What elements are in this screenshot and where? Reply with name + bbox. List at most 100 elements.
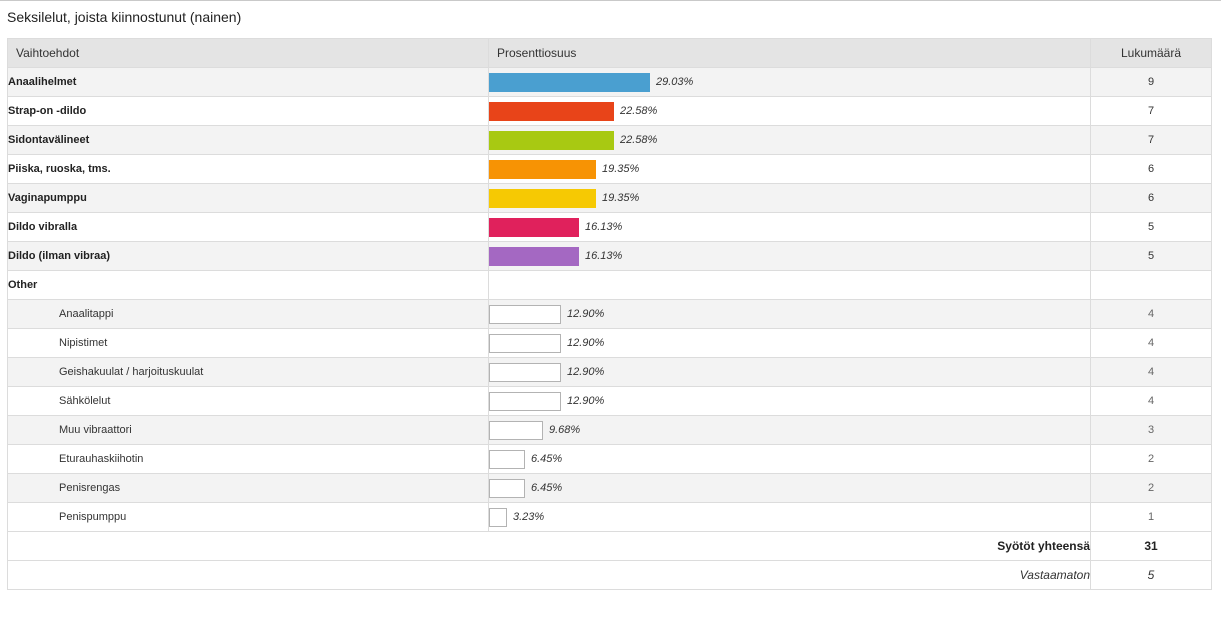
table-row: Dildo vibralla 16.13% 5 (7, 212, 1212, 242)
bar-wrap: 12.90% (489, 387, 1090, 415)
count-cell: 6 (1090, 154, 1212, 184)
chart-bar (489, 449, 525, 469)
count-cell: 4 (1090, 386, 1212, 416)
bar-wrap: 9.68% (489, 416, 1090, 444)
option-label: Anaalihelmet (7, 67, 489, 97)
option-label: Anaalitappi (7, 299, 489, 329)
chart-bar (489, 478, 525, 498)
percent-cell (488, 270, 1091, 300)
table-header-row: Vaihtoehdot Prosenttiosuus Lukumäärä (7, 38, 1212, 68)
header-options: Vaihtoehdot (7, 38, 489, 68)
unanswered-label: Vastaamaton (7, 560, 1091, 590)
table-row: Vaginapumppu 19.35% 6 (7, 183, 1212, 213)
option-label: Geishakuulat / harjoituskuulat (7, 357, 489, 387)
option-label: Strap-on -dildo (7, 96, 489, 126)
bar-value-label: 6.45% (531, 453, 563, 465)
percent-cell: 12.90% (488, 357, 1091, 387)
option-label: Dildo (ilman vibraa) (7, 241, 489, 271)
bar-wrap: 19.35% (489, 155, 1090, 183)
count-cell (1090, 270, 1212, 300)
unanswered-value: 5 (1090, 560, 1212, 590)
other-table-row: Nipistimet 12.90% 4 (7, 328, 1212, 358)
percent-cell: 16.13% (488, 241, 1091, 271)
table-row: Sidontavälineet 22.58% 7 (7, 125, 1212, 155)
total-label: Syötöt yhteensä (7, 531, 1091, 561)
unanswered-row: Vastaamaton 5 (7, 560, 1212, 590)
percent-cell: 6.45% (488, 473, 1091, 503)
chart-bar (489, 130, 614, 150)
other-table-row: Penisrengas 6.45% 2 (7, 473, 1212, 503)
option-label: Penisrengas (7, 473, 489, 503)
bar-wrap: 12.90% (489, 300, 1090, 328)
chart-bar (489, 420, 543, 440)
chart-bar (489, 304, 561, 324)
count-cell: 2 (1090, 444, 1212, 474)
bar-value-label: 12.90% (567, 337, 605, 349)
table-row: Dildo (ilman vibraa) 16.13% 5 (7, 241, 1212, 271)
count-cell: 3 (1090, 415, 1212, 445)
percent-cell: 12.90% (488, 299, 1091, 329)
bar-wrap: 22.58% (489, 97, 1090, 125)
count-cell: 5 (1090, 212, 1212, 242)
bar-value-label: 3.23% (513, 511, 545, 523)
option-label: Dildo vibralla (7, 212, 489, 242)
bar-wrap: 6.45% (489, 474, 1090, 502)
count-cell: 6 (1090, 183, 1212, 213)
count-cell: 7 (1090, 125, 1212, 155)
chart-bar (489, 159, 596, 179)
other-group-row: Other (7, 270, 1212, 300)
count-cell: 4 (1090, 328, 1212, 358)
bar-wrap: 29.03% (489, 68, 1090, 96)
percent-cell: 16.13% (488, 212, 1091, 242)
header-count: Lukumäärä (1090, 38, 1212, 68)
percent-cell: 12.90% (488, 328, 1091, 358)
other-table-row: Anaalitappi 12.90% 4 (7, 299, 1212, 329)
bar-value-label: 16.13% (585, 250, 623, 262)
option-label: Sidontavälineet (7, 125, 489, 155)
chart-bar (489, 507, 507, 527)
bar-value-label: 19.35% (602, 163, 640, 175)
count-cell: 2 (1090, 473, 1212, 503)
count-cell: 4 (1090, 299, 1212, 329)
chart-bar (489, 391, 561, 411)
bar-value-label: 22.58% (620, 105, 658, 117)
percent-cell: 12.90% (488, 386, 1091, 416)
option-label: Other (7, 270, 489, 300)
percent-cell: 19.35% (488, 183, 1091, 213)
table-row: Strap-on -dildo 22.58% 7 (7, 96, 1212, 126)
count-cell: 1 (1090, 502, 1212, 532)
chart-bar (489, 333, 561, 353)
percent-cell: 29.03% (488, 67, 1091, 97)
bar-value-label: 29.03% (656, 76, 694, 88)
option-label: Nipistimet (7, 328, 489, 358)
total-row: Syötöt yhteensä 31 (7, 531, 1212, 561)
results-table: Vaihtoehdot Prosenttiosuus Lukumäärä Ana… (7, 38, 1212, 590)
other-table-row: Sähkölelut 12.90% 4 (7, 386, 1212, 416)
option-label: Sähkölelut (7, 386, 489, 416)
bar-wrap: 22.58% (489, 126, 1090, 154)
count-cell: 9 (1090, 67, 1212, 97)
bar-wrap: 3.23% (489, 503, 1090, 531)
percent-cell: 9.68% (488, 415, 1091, 445)
chart-bar (489, 246, 579, 266)
chart-bar (489, 101, 614, 121)
table-row: Piiska, ruoska, tms. 19.35% 6 (7, 154, 1212, 184)
option-label: Penispumppu (7, 502, 489, 532)
option-label: Vaginapumppu (7, 183, 489, 213)
bar-wrap: 16.13% (489, 213, 1090, 241)
chart-bar (489, 217, 579, 237)
chart-bar (489, 362, 561, 382)
bar-value-label: 9.68% (549, 424, 581, 436)
other-table-row: Penispumppu 3.23% 1 (7, 502, 1212, 532)
percent-cell: 19.35% (488, 154, 1091, 184)
option-label: Eturauhaskiihotin (7, 444, 489, 474)
bar-value-label: 16.13% (585, 221, 623, 233)
bar-wrap: 6.45% (489, 445, 1090, 473)
bar-wrap: 16.13% (489, 242, 1090, 270)
count-cell: 4 (1090, 357, 1212, 387)
table-row: Anaalihelmet 29.03% 9 (7, 67, 1212, 97)
option-label: Muu vibraattori (7, 415, 489, 445)
percent-cell: 22.58% (488, 125, 1091, 155)
other-table-row: Eturauhaskiihotin 6.45% 2 (7, 444, 1212, 474)
other-table-row: Geishakuulat / harjoituskuulat 12.90% 4 (7, 357, 1212, 387)
